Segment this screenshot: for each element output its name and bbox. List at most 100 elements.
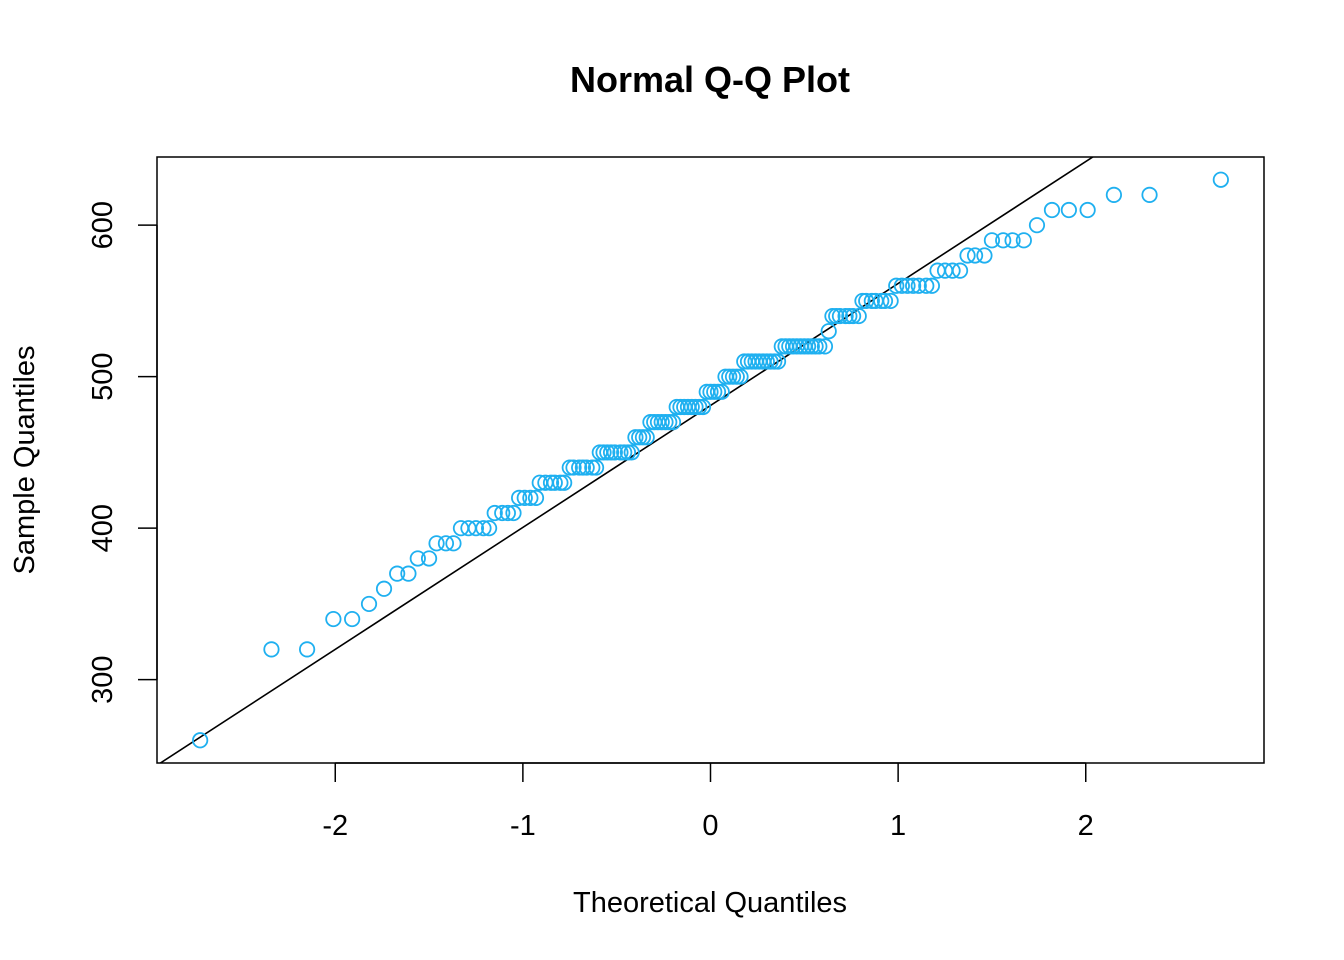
- data-point: [263, 641, 280, 658]
- data-point: [769, 353, 787, 370]
- data-point: [631, 429, 648, 446]
- y-tick-label: 500: [87, 352, 119, 400]
- y-tick-label: 600: [87, 201, 119, 249]
- data-point: [841, 307, 858, 325]
- data-point: [445, 535, 462, 552]
- data-point: [837, 307, 854, 325]
- data-point: [888, 277, 905, 294]
- data-point: [428, 535, 445, 552]
- data-point: [556, 474, 573, 491]
- data-point: [574, 459, 592, 476]
- data-point: [816, 338, 834, 355]
- data-point: [709, 383, 727, 400]
- data-point: [873, 292, 890, 310]
- data-point: [344, 610, 361, 628]
- data-point: [824, 307, 841, 325]
- data-point: [627, 429, 644, 446]
- data-point: [325, 610, 342, 628]
- data-point: [475, 520, 492, 537]
- data-point: [360, 595, 378, 613]
- data-point: [702, 383, 719, 400]
- data-point: [831, 307, 849, 325]
- data-point: [683, 398, 700, 416]
- data-point: [522, 489, 539, 506]
- data-point: [486, 504, 503, 522]
- data-point: [494, 504, 511, 522]
- data-point: [732, 368, 749, 385]
- data-point: [951, 262, 969, 279]
- data-point: [664, 414, 682, 431]
- data-point: [713, 383, 730, 400]
- data-point: [728, 368, 745, 385]
- data-point: [192, 732, 209, 749]
- data-point: [400, 565, 417, 582]
- data-point: [944, 262, 961, 279]
- data-point: [571, 459, 588, 476]
- data-point: [850, 307, 867, 325]
- data-point: [923, 277, 941, 294]
- data-point: [1212, 171, 1229, 188]
- x-tick-label: 0: [702, 810, 718, 842]
- data-point: [619, 444, 637, 461]
- data-point: [995, 232, 1012, 249]
- x-tick-label: 2: [1078, 810, 1094, 842]
- data-point: [561, 459, 578, 476]
- data-point: [516, 489, 533, 506]
- x-tick-label: 1: [890, 810, 906, 842]
- chart-title: Normal Q-Q Plot: [570, 59, 850, 100]
- x-tick-label: -1: [510, 810, 536, 842]
- data-point: [612, 444, 629, 461]
- data-point: [758, 353, 775, 370]
- y-axis: 300 400 500 600: [87, 201, 158, 704]
- data-point: [634, 429, 652, 446]
- data-point: [578, 459, 595, 476]
- data-point: [499, 504, 516, 522]
- data-point: [724, 368, 742, 385]
- data-point: [661, 414, 678, 431]
- data-point: [653, 414, 670, 431]
- data-point: [527, 489, 545, 506]
- data-point: [1004, 232, 1021, 249]
- data-point: [966, 247, 984, 264]
- data-point: [910, 277, 927, 294]
- data-point: [694, 398, 712, 416]
- data-point: [599, 444, 616, 461]
- y-tick-label: 300: [87, 655, 119, 703]
- data-point: [687, 398, 704, 416]
- points-group: [192, 171, 1229, 749]
- data-point: [828, 307, 845, 325]
- data-point: [762, 353, 779, 370]
- data-point: [584, 459, 601, 476]
- data-point: [1060, 201, 1077, 219]
- data-point: [389, 565, 406, 582]
- data-point: [721, 368, 738, 385]
- data-point: [983, 232, 1001, 249]
- data-point: [863, 292, 880, 310]
- x-tick-label: -2: [322, 810, 348, 842]
- data-point: [542, 474, 560, 491]
- data-point: [899, 277, 916, 294]
- data-point: [905, 277, 922, 294]
- data-point: [595, 444, 612, 461]
- data-point: [918, 277, 935, 294]
- data-point: [375, 580, 393, 597]
- data-point: [437, 535, 455, 552]
- data-point: [976, 247, 993, 264]
- data-point: [657, 414, 674, 431]
- data-point: [811, 338, 828, 355]
- data-point: [552, 474, 569, 491]
- data-point: [803, 338, 820, 355]
- data-point: [299, 641, 316, 658]
- data-point: [1141, 186, 1158, 203]
- data-point: [1015, 232, 1032, 249]
- data-point: [799, 338, 817, 355]
- x-axis-label: Theoretical Quantiles: [573, 887, 847, 919]
- data-point: [467, 520, 485, 537]
- data-point: [606, 444, 623, 461]
- data-point: [420, 550, 438, 567]
- data-point: [616, 444, 633, 461]
- data-point: [1079, 201, 1096, 219]
- data-point: [1028, 217, 1046, 234]
- data-point: [706, 383, 723, 400]
